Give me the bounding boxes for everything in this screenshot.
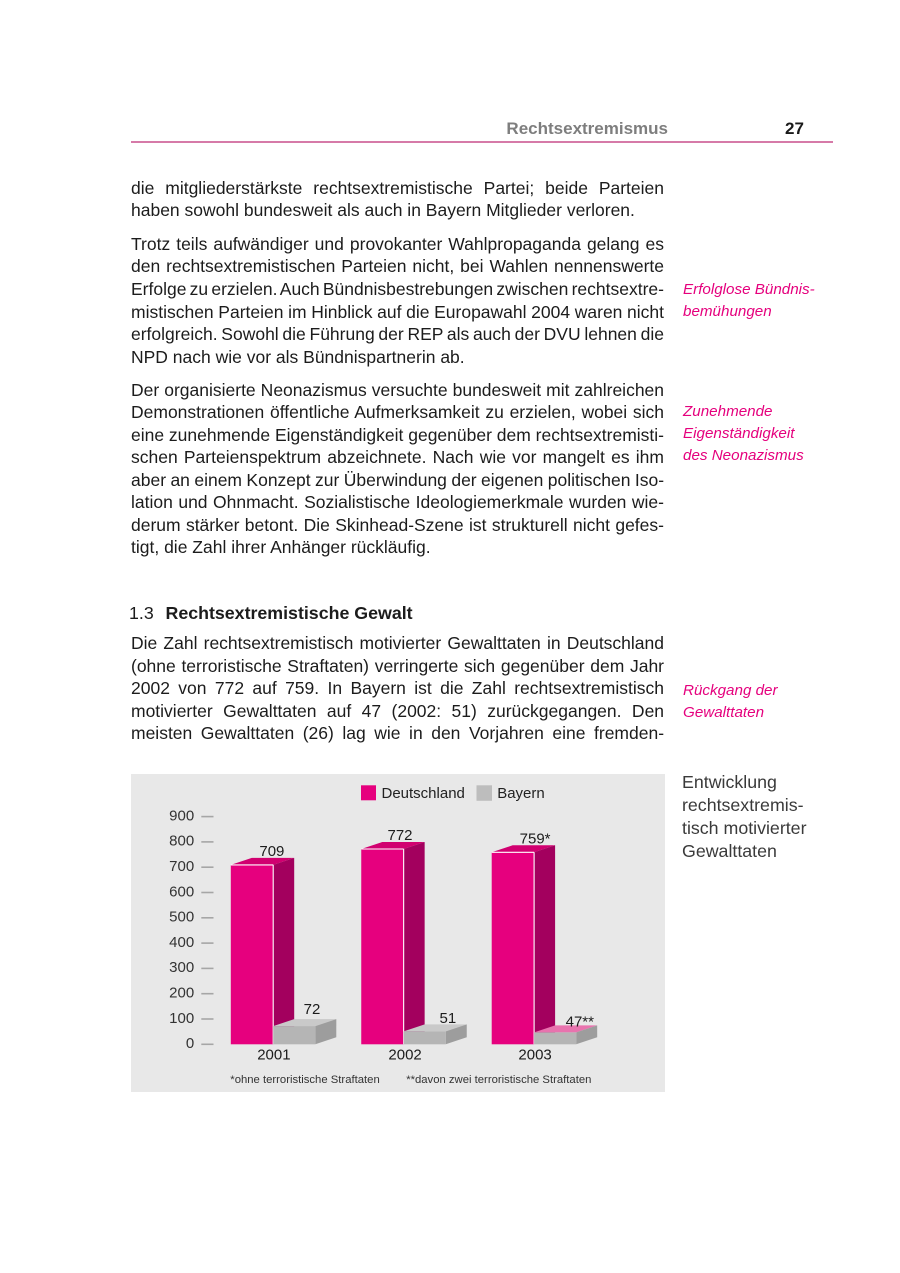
svg-text:2002: 2002 [388,1046,421,1063]
svg-text:772: 772 [387,827,412,844]
svg-text:0: 0 [186,1035,194,1052]
svg-text:300: 300 [169,959,194,976]
svg-text:72: 72 [304,1001,321,1018]
svg-text:900: 900 [169,807,194,824]
svg-text:709: 709 [259,843,284,860]
svg-text:500: 500 [169,908,194,925]
svg-text:*ohne terroristische Straftate: *ohne terroristische Straftaten [230,1074,379,1086]
svg-text:600: 600 [169,883,194,900]
svg-text:400: 400 [169,933,194,950]
svg-text:47**: 47** [566,1013,595,1030]
svg-text:100: 100 [169,1009,194,1026]
svg-text:51: 51 [440,1010,457,1027]
svg-text:200: 200 [169,984,194,1001]
svg-text:2003: 2003 [518,1046,551,1063]
svg-text:800: 800 [169,832,194,849]
svg-text:**davon zwei terroristische St: **davon zwei terroristische Straftaten [406,1074,591,1086]
svg-text:2001: 2001 [257,1046,290,1063]
svg-text:Deutschland: Deutschland [382,784,465,801]
svg-text:Bayern: Bayern [497,784,545,801]
svg-text:759*: 759* [520,830,551,847]
svg-text:700: 700 [169,858,194,875]
